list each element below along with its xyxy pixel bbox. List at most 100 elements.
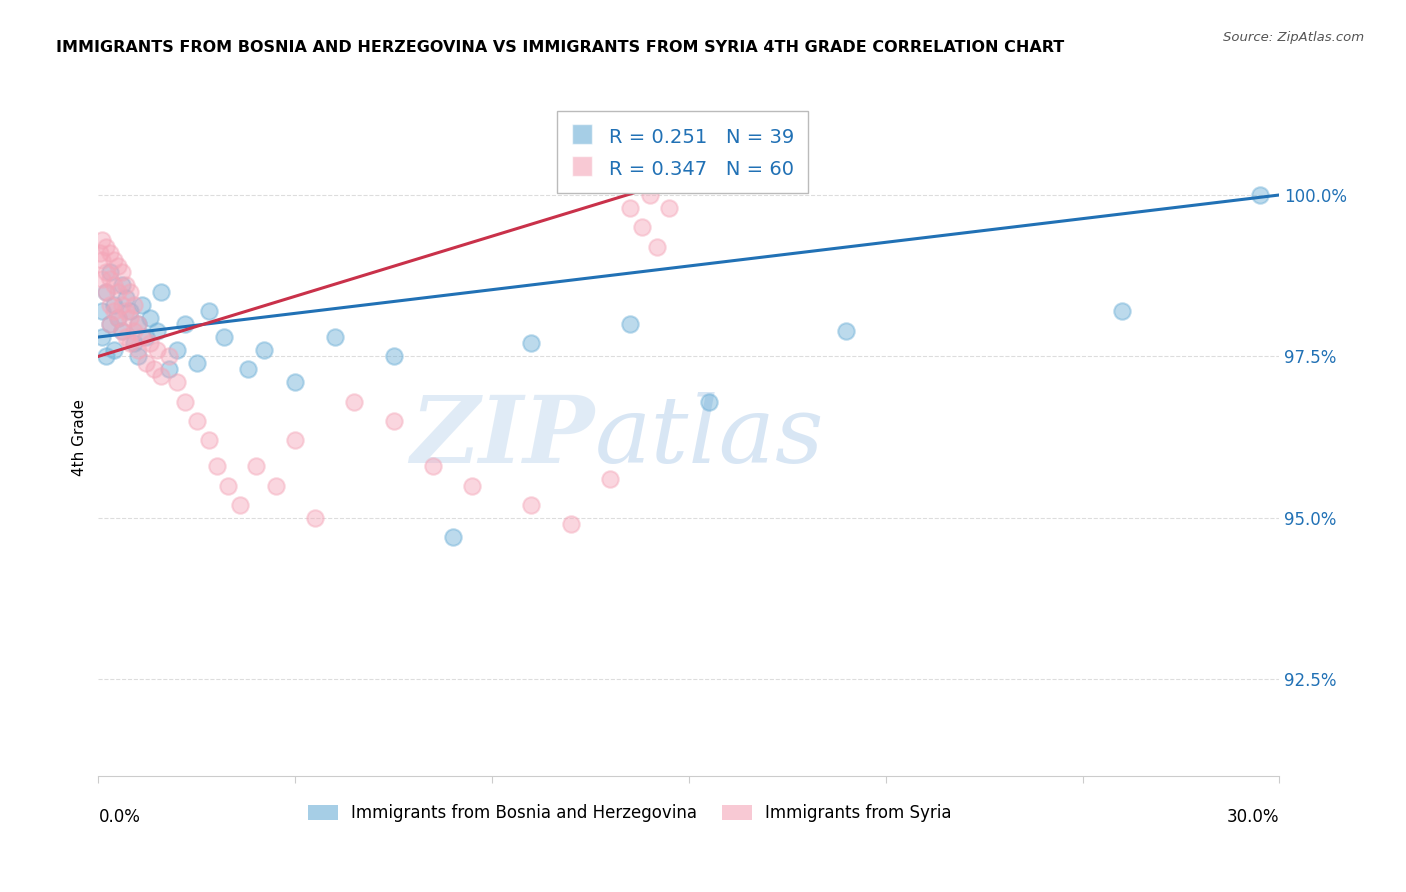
Point [118,310,141,325]
Point [197,434,219,448]
Point [619,201,641,215]
Text: 0.0%: 0.0% [98,808,141,826]
Point [835,324,858,338]
Point [127,350,149,364]
Point [127,317,149,331]
Y-axis label: 4th Grade: 4th Grade [72,399,87,475]
Point [197,304,219,318]
Point [115,291,138,305]
Text: ZIP: ZIP [411,392,595,482]
Point [264,478,287,492]
Point [520,336,543,351]
Point [658,201,681,215]
Point [122,324,145,338]
Point [343,394,366,409]
Point [647,239,669,253]
Point [150,285,173,299]
Point [96,350,118,364]
Legend: R = 0.251   N = 39, R = 0.347   N = 60: R = 0.251 N = 39, R = 0.347 N = 60 [557,112,808,193]
Point [118,336,141,351]
Point [697,394,720,409]
Point [118,285,141,299]
Point [122,336,145,351]
Point [304,510,326,524]
Point [103,304,125,318]
Point [98,246,121,260]
Point [599,472,621,486]
Point [103,298,125,312]
Text: Source: ZipAtlas.com: Source: ZipAtlas.com [1223,31,1364,45]
Point [138,336,160,351]
Point [138,310,160,325]
Point [630,220,652,235]
Point [111,324,134,338]
Point [98,265,121,279]
Point [96,285,118,299]
Point [91,252,114,267]
Point [118,304,141,318]
Point [103,278,125,293]
Point [115,278,138,293]
Point [98,272,121,286]
Point [146,343,169,357]
Point [91,330,114,344]
Point [107,259,129,273]
Point [111,265,134,279]
Point [186,356,208,370]
Point [157,350,180,364]
Point [441,530,464,544]
Point [382,350,405,364]
Point [284,434,307,448]
Point [245,459,267,474]
Point [205,459,228,474]
Point [166,343,188,357]
Point [98,317,121,331]
Point [103,252,125,267]
Point [122,298,145,312]
Point [91,233,114,247]
Text: 30.0%: 30.0% [1227,808,1279,826]
Point [115,304,138,318]
Point [166,375,188,389]
Point [135,330,157,344]
Point [253,343,276,357]
Point [217,478,239,492]
Point [96,285,118,299]
Point [91,304,114,318]
Point [174,394,197,409]
Point [150,368,173,383]
Point [107,310,129,325]
Point [96,239,118,253]
Point [127,343,149,357]
Point [89,246,111,260]
Point [1111,304,1133,318]
Point [115,330,138,344]
Point [619,317,641,331]
Point [382,414,405,428]
Point [236,362,259,376]
Point [560,517,582,532]
Text: IMMIGRANTS FROM BOSNIA AND HERZEGOVINA VS IMMIGRANTS FROM SYRIA 4TH GRADE CORREL: IMMIGRANTS FROM BOSNIA AND HERZEGOVINA V… [56,40,1064,55]
Point [157,362,180,376]
Point [135,356,157,370]
Point [98,298,121,312]
Point [284,375,307,389]
Point [520,498,543,512]
Point [461,478,484,492]
Point [98,317,121,331]
Point [323,330,346,344]
Point [96,265,118,279]
Point [229,498,252,512]
Point [111,278,134,293]
Text: atlas: atlas [595,392,824,482]
Point [103,343,125,357]
Point [638,188,661,202]
Point [111,298,134,312]
Point [111,324,134,338]
Point [91,272,114,286]
Point [107,310,129,325]
Point [146,324,169,338]
Point [131,330,153,344]
Point [422,459,444,474]
Point [107,285,129,299]
